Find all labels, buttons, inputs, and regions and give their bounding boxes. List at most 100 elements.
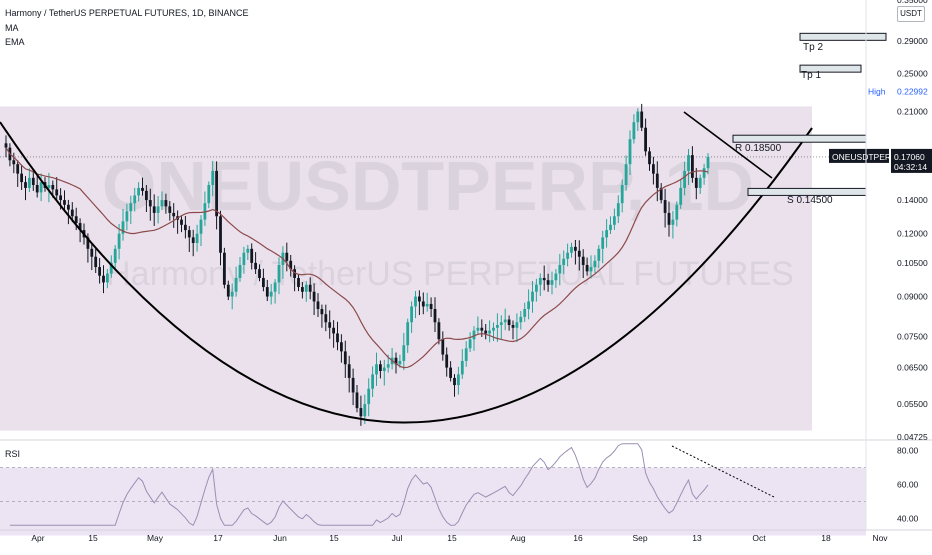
candle[interactable] xyxy=(117,223,121,260)
candle[interactable] xyxy=(172,203,176,228)
candle[interactable] xyxy=(4,135,8,158)
candle[interactable] xyxy=(616,195,620,223)
candle[interactable] xyxy=(312,283,316,316)
candle[interactable] xyxy=(445,347,449,377)
candle[interactable] xyxy=(414,291,417,319)
candle[interactable] xyxy=(180,216,183,233)
candle[interactable] xyxy=(538,273,542,297)
price-pane[interactable]: ONEUSDTPERP, 1D Harmony / TetherUS PERPET… xyxy=(0,32,887,431)
candle[interactable] xyxy=(308,277,312,300)
candle[interactable] xyxy=(215,161,218,230)
candle[interactable] xyxy=(566,243,569,267)
currency-unit-button[interactable]: USDT xyxy=(897,6,925,22)
candle[interactable] xyxy=(496,313,499,342)
candle[interactable] xyxy=(507,315,511,331)
candle[interactable] xyxy=(554,269,558,288)
candle[interactable] xyxy=(492,322,495,341)
candle[interactable] xyxy=(410,301,413,333)
candle[interactable] xyxy=(98,258,101,284)
candle[interactable] xyxy=(542,265,546,291)
candle[interactable] xyxy=(644,118,647,156)
candle[interactable] xyxy=(570,242,573,258)
candle[interactable] xyxy=(488,320,491,343)
candle[interactable] xyxy=(449,361,452,382)
candle[interactable] xyxy=(55,177,59,201)
candle[interactable] xyxy=(90,243,94,271)
candle[interactable] xyxy=(195,224,199,252)
candle[interactable] xyxy=(371,366,374,398)
candle[interactable] xyxy=(187,226,191,252)
candle[interactable] xyxy=(289,254,293,277)
candle[interactable] xyxy=(546,273,550,292)
candle[interactable] xyxy=(129,195,133,225)
candle[interactable] xyxy=(613,208,616,230)
candle[interactable] xyxy=(254,252,257,275)
candle[interactable] xyxy=(184,215,187,239)
candle[interactable] xyxy=(468,332,472,352)
candle[interactable] xyxy=(262,268,265,292)
candle[interactable] xyxy=(168,201,172,221)
candle[interactable] xyxy=(207,181,211,209)
candle[interactable] xyxy=(523,302,527,322)
candle[interactable] xyxy=(39,173,43,202)
candle[interactable] xyxy=(269,283,273,305)
candle[interactable] xyxy=(687,148,690,185)
candle[interactable] xyxy=(367,378,371,417)
candle[interactable] xyxy=(67,199,70,225)
candle[interactable] xyxy=(593,255,597,274)
candle[interactable] xyxy=(106,268,109,289)
candle[interactable] xyxy=(20,164,23,191)
candle[interactable] xyxy=(164,193,168,214)
candle[interactable] xyxy=(265,279,269,302)
candle[interactable] xyxy=(558,253,562,286)
candle[interactable] xyxy=(675,201,679,227)
candle[interactable] xyxy=(223,247,226,289)
candle[interactable] xyxy=(347,355,351,393)
candle[interactable] xyxy=(406,318,410,353)
candle[interactable] xyxy=(601,230,605,264)
candle[interactable] xyxy=(464,341,468,367)
candle[interactable] xyxy=(679,178,683,209)
candle[interactable] xyxy=(238,256,242,282)
candle[interactable] xyxy=(519,310,523,330)
candle[interactable] xyxy=(102,265,105,294)
rsi-pane[interactable]: RSI xyxy=(0,439,932,536)
candle[interactable] xyxy=(589,255,593,279)
candle[interactable] xyxy=(418,290,421,316)
candle[interactable] xyxy=(230,283,234,310)
candle[interactable] xyxy=(293,265,296,292)
candle[interactable] xyxy=(324,304,328,332)
candle[interactable] xyxy=(24,176,27,201)
candle[interactable] xyxy=(562,250,566,275)
candle[interactable] xyxy=(706,153,710,175)
candle[interactable] xyxy=(421,292,425,315)
candle[interactable] xyxy=(133,187,137,212)
candle[interactable] xyxy=(609,216,612,234)
candle[interactable] xyxy=(250,243,254,270)
candle[interactable] xyxy=(343,340,347,378)
candle[interactable] xyxy=(125,203,129,231)
candle[interactable] xyxy=(121,209,125,241)
candle[interactable] xyxy=(535,278,538,302)
candle[interactable] xyxy=(472,326,476,351)
candle[interactable] xyxy=(460,349,464,379)
candle[interactable] xyxy=(628,130,632,175)
candle[interactable] xyxy=(702,163,706,185)
candle[interactable] xyxy=(382,359,386,386)
candle[interactable] xyxy=(402,332,406,371)
candle[interactable] xyxy=(632,114,636,144)
candle[interactable] xyxy=(667,201,671,237)
candle[interactable] xyxy=(581,249,585,279)
candle[interactable] xyxy=(531,280,534,313)
candle[interactable] xyxy=(94,248,98,274)
candle[interactable] xyxy=(113,245,117,271)
candle[interactable] xyxy=(316,293,320,318)
candle[interactable] xyxy=(499,315,503,340)
candle[interactable] xyxy=(297,273,300,292)
candle[interactable] xyxy=(211,160,215,197)
candle[interactable] xyxy=(484,324,488,340)
candle[interactable] xyxy=(234,266,238,297)
candle[interactable] xyxy=(515,313,519,343)
candle[interactable] xyxy=(340,334,343,363)
candle[interactable] xyxy=(433,297,437,332)
